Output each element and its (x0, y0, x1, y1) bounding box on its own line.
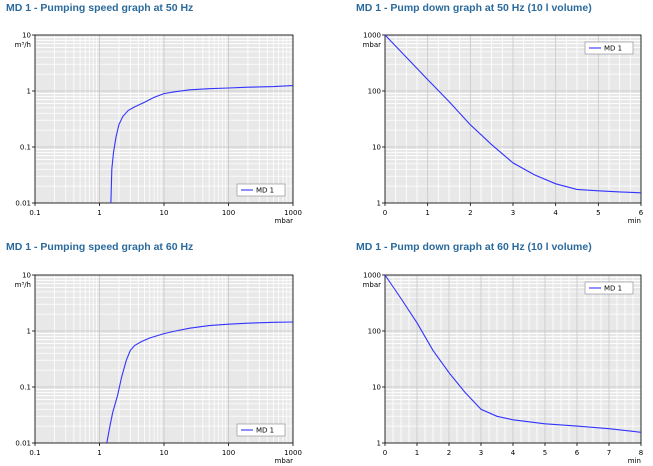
legend-label: MD 1 (604, 45, 622, 53)
legend-box (584, 41, 634, 55)
legend-label: MD 1 (604, 285, 622, 293)
y-tick-label: 10 (22, 32, 31, 40)
y-axis-label: m³/h (15, 41, 31, 49)
x-tick-label: 1000 (284, 449, 302, 457)
x-tick-label: 0.1 (29, 449, 40, 457)
y-tick-label: 1 (27, 328, 31, 336)
chart-panel-pumpdown-50hz: MD 1 - Pump down graph at 50 Hz (10 l vo… (350, 0, 653, 233)
x-tick-label: 6 (639, 209, 644, 217)
x-tick-label: 1 (97, 209, 101, 217)
y-axis-label: m³/h (15, 281, 31, 289)
y-axis-label: mbar (363, 41, 382, 49)
x-tick-label: 0 (383, 209, 387, 217)
chart-title: MD 1 - Pump down graph at 60 Hz (10 l vo… (356, 241, 592, 253)
x-tick-label: 2 (447, 449, 451, 457)
y-tick-label: 1000 (363, 272, 381, 280)
x-tick-label: 4 (553, 209, 558, 217)
legend: MD 1 (584, 41, 634, 55)
x-tick-label: 100 (222, 209, 235, 217)
chart-panel-speed-60hz: MD 1 - Pumping speed graph at 60 Hz 0.1 1… (0, 240, 330, 466)
y-tick-label: 0.01 (15, 440, 31, 448)
series-line (384, 274, 642, 433)
grid (34, 274, 294, 444)
series-line (384, 34, 642, 194)
x-tick-label: 5 (596, 209, 600, 217)
x-tick-label: 1 (415, 449, 419, 457)
legend-label: MD 1 (256, 187, 274, 195)
chart-title: MD 1 - Pump down graph at 50 Hz (10 l vo… (356, 2, 592, 14)
x-axis-label: min (628, 217, 641, 225)
chart-title: MD 1 - Pumping speed graph at 50 Hz (6, 2, 194, 14)
x-tick-label: 1 (425, 209, 429, 217)
legend-label: MD 1 (256, 427, 274, 435)
y-tick-label: 10 (22, 272, 31, 280)
series-line (106, 321, 294, 444)
y-tick-label: 100 (368, 88, 381, 96)
x-tick-label: 0.1 (29, 209, 40, 217)
x-tick-label: 4 (511, 449, 516, 457)
chart-panel-speed-50hz: MD 1 - Pumping speed graph at 50 Hz 0.1 1… (0, 0, 330, 233)
x-tick-label: 5 (543, 449, 547, 457)
legend: MD 1 (584, 281, 634, 295)
chart-panel-pumpdown-60hz: MD 1 - Pump down graph at 60 Hz (10 l vo… (350, 240, 653, 466)
y-tick-label: 0.01 (15, 200, 31, 208)
legend: MD 1 (236, 423, 286, 437)
x-tick-label: 2 (468, 209, 472, 217)
x-tick-label: 3 (511, 209, 515, 217)
chart-title: MD 1 - Pumping speed graph at 60 Hz (6, 241, 194, 253)
x-tick-label: 7 (607, 449, 611, 457)
y-axis-label: mbar (363, 281, 382, 289)
x-tick-label: 10 (160, 449, 169, 457)
y-tick-label: 1 (377, 200, 381, 208)
y-tick-label: 100 (368, 328, 381, 336)
x-tick-label: 6 (575, 449, 580, 457)
legend-box (584, 281, 634, 295)
y-tick-label: 1000 (363, 32, 381, 40)
y-tick-label: 10 (372, 384, 381, 392)
x-tick-label: 3 (479, 449, 483, 457)
x-tick-label: 100 (222, 449, 235, 457)
x-axis-label: mbar (275, 457, 294, 465)
series-line (110, 85, 294, 204)
x-tick-label: 0 (383, 449, 387, 457)
y-tick-label: 0.1 (20, 144, 31, 152)
grid (34, 34, 294, 204)
x-tick-label: 8 (639, 449, 643, 457)
x-axis-label: min (628, 457, 641, 465)
x-tick-label: 1000 (284, 209, 302, 217)
x-axis-label: mbar (275, 217, 294, 225)
legend: MD 1 (236, 183, 286, 197)
y-tick-label: 1 (27, 88, 31, 96)
legend-box (236, 183, 286, 197)
x-tick-label: 1 (97, 449, 101, 457)
y-tick-label: 1 (377, 440, 381, 448)
y-tick-label: 10 (372, 144, 381, 152)
x-tick-label: 10 (160, 209, 169, 217)
y-tick-label: 0.1 (20, 384, 31, 392)
legend-box (236, 423, 286, 437)
